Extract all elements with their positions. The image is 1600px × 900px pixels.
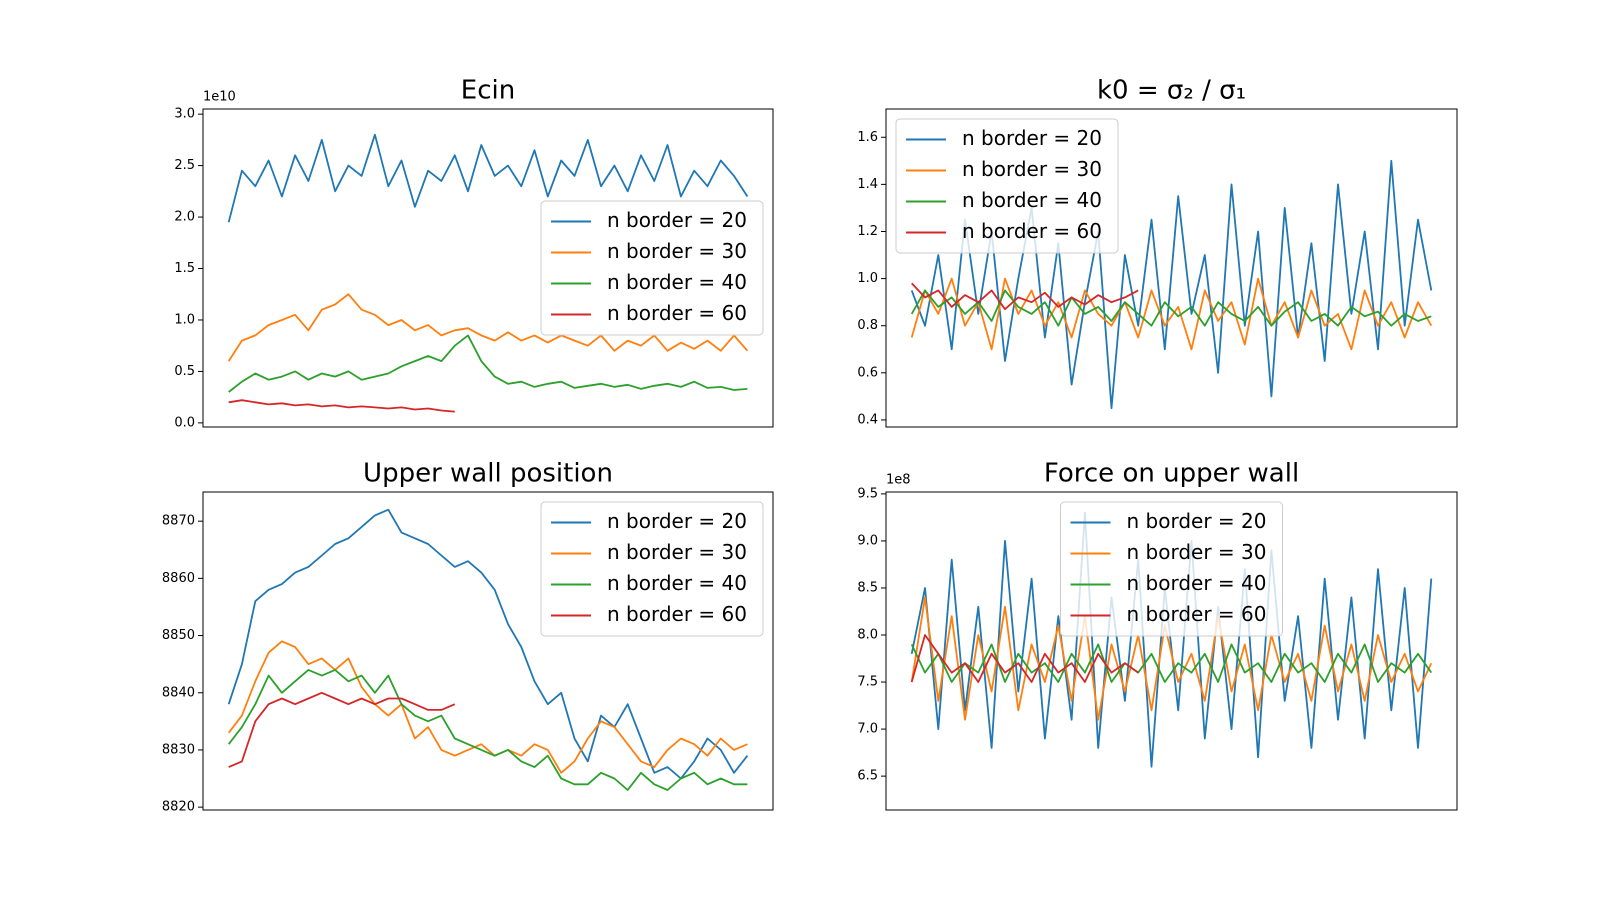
y-tick-label: 8870: [162, 514, 195, 529]
legend-label: n border = 30: [1127, 540, 1267, 564]
legend-box: [540, 501, 764, 637]
series-line: [910, 159, 1433, 410]
axes-frame: [885, 108, 1458, 428]
legend: n border = 20 n border = 30 n border = 40 n…: [1060, 501, 1283, 637]
y-tick-label: 0.4: [857, 412, 878, 427]
y-tick-label: 8840: [162, 685, 195, 700]
y-tick-label: 1.6: [857, 130, 878, 145]
axes-frame: [202, 108, 774, 428]
legend-label: n border = 20: [607, 208, 747, 232]
legend-label: n border = 30: [962, 157, 1102, 181]
legend-label: n border = 20: [607, 509, 747, 533]
y-tick-label: 9.5: [857, 486, 878, 501]
y-tick-label: 8.5: [857, 580, 878, 595]
legend: n border = 20 n border = 30 n border = 40 n…: [895, 118, 1119, 254]
legend: n border = 20 n border = 30 n border = 40 n…: [540, 501, 764, 637]
series-line: [228, 691, 456, 768]
series-line: [227, 669, 748, 791]
axes-frame: [885, 491, 1458, 811]
y-tick-label: 0.5: [174, 364, 195, 379]
y-tick-label: 3.0: [174, 107, 195, 122]
axes-frame: [202, 491, 774, 811]
chart-title: Upper wall position: [363, 459, 613, 489]
legend-label: n border = 30: [607, 239, 747, 263]
y-offset-label: 1e8: [886, 473, 911, 488]
legend-label: n border = 60: [607, 301, 747, 325]
y-tick-label: 0.8: [857, 318, 878, 333]
legend-box: [895, 118, 1119, 254]
series-line: [911, 282, 1139, 311]
y-tick-label: 2.0: [174, 210, 195, 225]
chart-title: k0 = σ₂ / σ₁: [1097, 76, 1246, 106]
series-line: [910, 277, 1433, 351]
legend-label: n border = 20: [962, 126, 1102, 150]
y-tick-label: 1.0: [857, 271, 878, 286]
y-tick-label: 8820: [162, 800, 195, 815]
legend-label: n border = 20: [1127, 509, 1267, 533]
y-tick-label: 0.0: [174, 415, 195, 430]
series-line: [227, 640, 748, 774]
y-tick-label: 1.5: [174, 261, 195, 276]
y-offset-label: 1e10: [203, 90, 236, 105]
legend-label: n border = 40: [607, 571, 747, 595]
legend-label: n border = 60: [607, 602, 747, 626]
chart-title: Ecin: [461, 76, 515, 106]
y-tick-label: 8860: [162, 571, 195, 586]
legend-label: n border = 40: [607, 270, 747, 294]
series-line: [227, 133, 749, 223]
y-tick-label: 1.0: [174, 312, 195, 327]
y-tick-label: 9.0: [857, 533, 878, 548]
chart-title: Force on upper wall: [1044, 459, 1299, 489]
y-tick-label: 8.0: [857, 628, 878, 643]
legend-label: n border = 40: [1127, 571, 1267, 595]
y-tick-label: 8830: [162, 742, 195, 757]
y-tick-label: 1.2: [857, 224, 878, 239]
series-line: [910, 596, 1433, 721]
series-line: [228, 334, 748, 393]
legend-label: n border = 30: [607, 540, 747, 564]
y-tick-label: 6.5: [857, 769, 878, 784]
y-tick-label: 2.5: [174, 158, 195, 173]
y-tick-label: 7.0: [857, 722, 878, 737]
y-tick-label: 8850: [162, 628, 195, 643]
series-line: [228, 399, 455, 413]
series-line: [227, 293, 749, 362]
series-line: [227, 508, 749, 780]
legend-label: n border = 60: [962, 219, 1102, 243]
legend: n border = 20 n border = 30 n border = 40 n…: [540, 200, 764, 336]
legend-label: n border = 40: [962, 188, 1102, 212]
legend-box: [540, 200, 764, 336]
y-tick-label: 1.4: [857, 177, 878, 192]
y-tick-label: 7.5: [857, 675, 878, 690]
legend-label: n border = 60: [1127, 602, 1267, 626]
series-line: [910, 634, 1139, 683]
legend-box: [1060, 501, 1283, 637]
series-line: [910, 289, 1432, 327]
y-tick-label: 0.6: [857, 365, 878, 380]
